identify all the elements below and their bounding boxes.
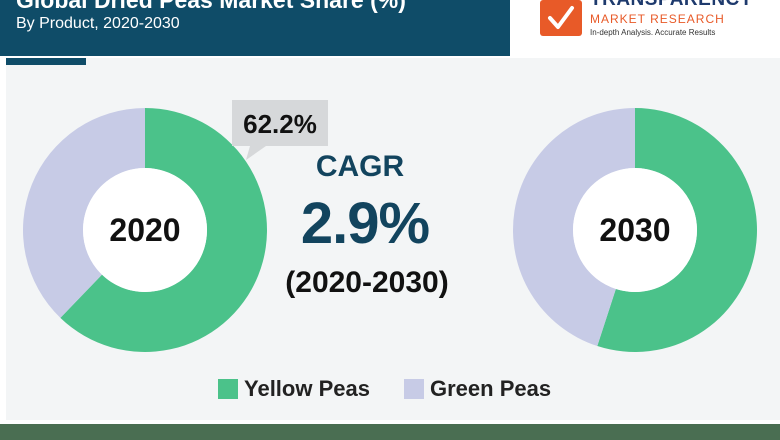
logo-tagline: In-depth Analysis. Accurate Results [590, 28, 716, 37]
header-banner: Global Dried Peas Market Share (%) By Pr… [0, 0, 510, 56]
slice-2030-yellow-peas [597, 108, 757, 352]
cagr-label: CAGR [315, 150, 405, 183]
legend-label-green-peas: Green Peas [430, 376, 552, 401]
donut-hole-2030 [573, 168, 697, 292]
logo-mark-icon [540, 0, 582, 36]
legend-swatch-yellow-peas [218, 379, 238, 399]
logo-wordmark: TRANSPARENCY [590, 0, 753, 11]
callout-bubble [232, 100, 328, 160]
transparency-logo: TRANSPARENCY MARKET RESEARCH In-depth An… [540, 0, 780, 48]
year-label-2030: 2030 [599, 212, 670, 248]
slice-2020-yellow-peas [60, 108, 267, 352]
footer-bar [0, 424, 780, 440]
chart-title: Global Dried Peas Market Share (%) [16, 0, 406, 13]
legend-label-yellow-peas: Yellow Peas [244, 376, 370, 401]
slice-2020-green-peas [22, 108, 146, 318]
cagr-period: (2020-2030) [285, 266, 449, 299]
panel-accent-strip [6, 58, 86, 65]
chart-subtitle: By Product, 2020-2030 [16, 15, 180, 32]
legend-swatch-green-peas [404, 379, 424, 399]
callout-value: 62.2% [243, 109, 317, 139]
logo-subtitle: MARKET RESEARCH [590, 12, 725, 26]
year-label-2020: 2020 [109, 212, 180, 248]
donut-hole-2020 [83, 168, 207, 292]
slice-2030-green-peas [513, 107, 635, 347]
annotation-callout: 62.2% [232, 100, 328, 160]
cagr-value: 2.9% [300, 191, 430, 256]
